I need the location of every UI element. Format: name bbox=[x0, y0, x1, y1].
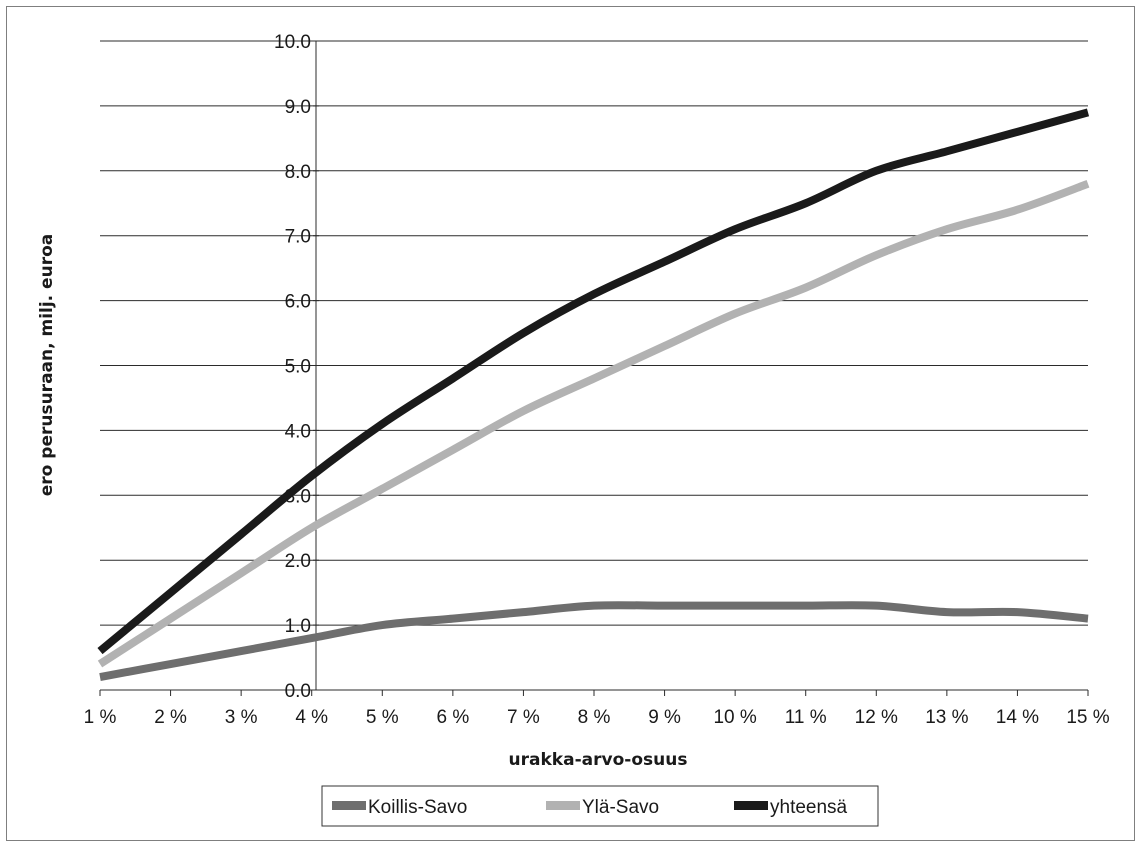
axes bbox=[99, 40, 1089, 696]
legend: Koillis-Savo Ylä-Savo yhteensä bbox=[321, 785, 879, 827]
x-axis-title: urakka-arvo-osuus bbox=[509, 750, 688, 770]
legend-item: Ylä-Savo bbox=[546, 797, 659, 818]
x-tick-label: 2 % bbox=[154, 707, 187, 728]
legend-swatch bbox=[332, 801, 366, 810]
x-tick-label: 6 % bbox=[436, 707, 469, 728]
y-tick-label: 6.0 bbox=[285, 292, 311, 313]
chart-frame bbox=[6, 6, 1135, 841]
legend-swatch bbox=[734, 801, 768, 810]
series-lines bbox=[97, 108, 1090, 681]
series-line-yl-savo bbox=[97, 180, 1090, 668]
x-tick-label: 8 % bbox=[578, 707, 611, 728]
y-tick-label: 5.0 bbox=[285, 357, 311, 378]
series-line-koillis-savo bbox=[99, 601, 1089, 681]
x-tick-label: 3 % bbox=[225, 707, 258, 728]
x-tick-label: 7 % bbox=[507, 707, 540, 728]
y-tick-label: 7.0 bbox=[285, 227, 311, 248]
x-tick-labels: 1 % 2 % 3 % 4 % 5 % 6 % 7 % 8 % 9 % 10 % 11 % 12 % 1… bbox=[84, 707, 1110, 728]
x-tick-label: 9 % bbox=[648, 707, 681, 728]
x-tick-label: 14 % bbox=[996, 707, 1039, 728]
y-axis-title: ero perusuraan, milj. euroa bbox=[37, 234, 57, 496]
legend-label: yhteensä bbox=[770, 797, 848, 818]
x-tick-label: 1 % bbox=[84, 707, 117, 728]
y-tick-labels: 0.01.02.03.04.05.06.07.08.09.010.0 bbox=[274, 32, 311, 702]
x-tick-label: 10 % bbox=[713, 707, 756, 728]
x-tick-label: 15 % bbox=[1066, 707, 1109, 728]
x-tick-label: 5 % bbox=[366, 707, 399, 728]
x-tick-label: 12 % bbox=[855, 707, 898, 728]
series-line-yhteens- bbox=[97, 108, 1090, 655]
y-tick-label: 4.0 bbox=[285, 421, 311, 442]
legend-item: Koillis-Savo bbox=[332, 797, 467, 818]
legend-box bbox=[321, 785, 879, 827]
x-tick-label: 13 % bbox=[925, 707, 968, 728]
legend-label: Koillis-Savo bbox=[368, 797, 467, 818]
y-tick-label: 0.0 bbox=[285, 681, 311, 702]
y-tick-label: 2.0 bbox=[285, 551, 311, 572]
gridlines bbox=[100, 40, 1088, 626]
x-tick-label: 11 % bbox=[785, 707, 827, 728]
legend-swatch bbox=[546, 801, 580, 810]
y-tick-label: 1.0 bbox=[285, 616, 311, 637]
y-tick-label: 9.0 bbox=[285, 97, 311, 118]
legend-label: Ylä-Savo bbox=[582, 797, 659, 818]
y-tick-label: 8.0 bbox=[285, 162, 311, 183]
y-tick-label: 10.0 bbox=[274, 32, 311, 53]
x-tick-label: 4 % bbox=[295, 707, 328, 728]
legend-item: yhteensä bbox=[734, 797, 848, 818]
